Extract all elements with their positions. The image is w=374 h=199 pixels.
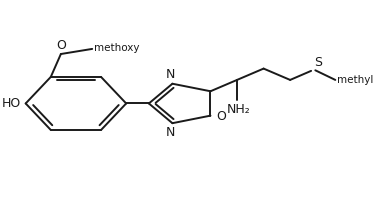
Text: O: O [56, 39, 66, 52]
Text: methoxy: methoxy [94, 43, 139, 53]
Text: N: N [166, 68, 175, 81]
Text: O: O [216, 110, 226, 123]
Text: NH₂: NH₂ [227, 103, 251, 116]
Text: N: N [166, 126, 175, 139]
Text: methyl: methyl [337, 75, 373, 85]
Text: HO: HO [1, 97, 21, 110]
Text: S: S [315, 56, 322, 69]
